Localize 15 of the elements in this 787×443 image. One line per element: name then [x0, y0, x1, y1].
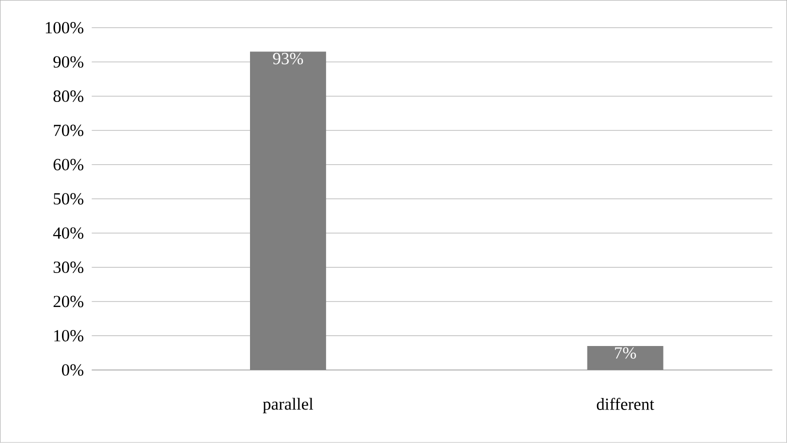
y-tick-label: 0% — [62, 364, 84, 376]
y-tick-label: 40% — [53, 227, 84, 239]
y-tick-label: 90% — [53, 56, 84, 68]
y-tick-label: 20% — [54, 296, 84, 308]
data-label: 7% — [615, 347, 636, 359]
y-tick-label: 80% — [53, 90, 84, 102]
y-tick-label: 50% — [54, 193, 84, 205]
data-label: 93% — [273, 53, 303, 64]
x-tick-label: different — [596, 398, 654, 410]
x-tick-label: parallel — [262, 398, 314, 414]
y-tick-label: 100% — [46, 22, 84, 34]
y-tick-label: 70% — [54, 124, 84, 136]
y-tick-label: 10% — [54, 330, 84, 342]
y-tick-label: 60% — [54, 158, 84, 170]
y-tick-label: 30% — [54, 262, 84, 274]
